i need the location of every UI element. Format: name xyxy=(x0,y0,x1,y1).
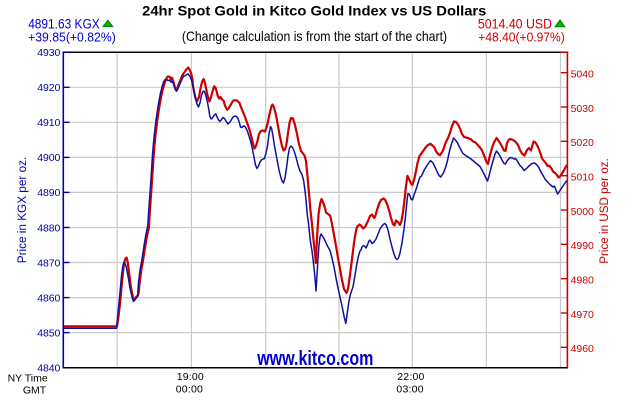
svg-text:4920: 4920 xyxy=(37,82,60,94)
svg-text:4900: 4900 xyxy=(37,152,60,164)
svg-text:5020: 5020 xyxy=(571,137,594,149)
svg-text:19:00: 19:00 xyxy=(177,371,204,383)
svg-text:4850: 4850 xyxy=(37,327,60,339)
svg-text:4891.63 KGX: 4891.63 KGX xyxy=(28,17,100,32)
svg-text:4860: 4860 xyxy=(37,292,60,304)
svg-text:03:00: 03:00 xyxy=(396,384,423,396)
svg-text:5010: 5010 xyxy=(571,172,594,184)
svg-text:NY Time: NY Time xyxy=(8,372,48,384)
svg-text:Price in USD per oz.: Price in USD per oz. xyxy=(599,158,611,264)
svg-text:Price in KGX per oz.: Price in KGX per oz. xyxy=(17,157,29,264)
svg-text:www.kitco.com: www.kitco.com xyxy=(256,348,373,370)
svg-text:4930: 4930 xyxy=(37,47,60,59)
svg-text:+39.85(+0.82%): +39.85(+0.82%) xyxy=(28,31,116,45)
svg-text:5000: 5000 xyxy=(571,206,594,218)
svg-text:4990: 4990 xyxy=(571,240,594,252)
svg-text:4980: 4980 xyxy=(571,275,594,287)
svg-text:+48.40(+0.97%): +48.40(+0.97%) xyxy=(478,31,565,45)
svg-text:00:00: 00:00 xyxy=(176,384,203,396)
svg-text:4910: 4910 xyxy=(37,117,60,129)
svg-text:22:00: 22:00 xyxy=(397,371,424,383)
svg-text:24hr Spot Gold in Kitco Gold I: 24hr Spot Gold in Kitco Gold Index vs US… xyxy=(142,2,487,18)
svg-text:5040: 5040 xyxy=(571,69,594,81)
svg-text:4890: 4890 xyxy=(37,187,60,199)
svg-text:5014.40 USD: 5014.40 USD xyxy=(478,17,552,32)
svg-text:4960: 4960 xyxy=(571,343,594,355)
svg-text:(Change calculation is from th: (Change calculation is from the start of… xyxy=(182,29,447,44)
svg-text:4840: 4840 xyxy=(37,363,60,375)
svg-text:GMT: GMT xyxy=(23,384,47,396)
svg-text:4870: 4870 xyxy=(37,257,60,269)
svg-text:4880: 4880 xyxy=(37,222,60,234)
svg-text:4970: 4970 xyxy=(571,309,594,321)
svg-text:5030: 5030 xyxy=(571,103,594,115)
